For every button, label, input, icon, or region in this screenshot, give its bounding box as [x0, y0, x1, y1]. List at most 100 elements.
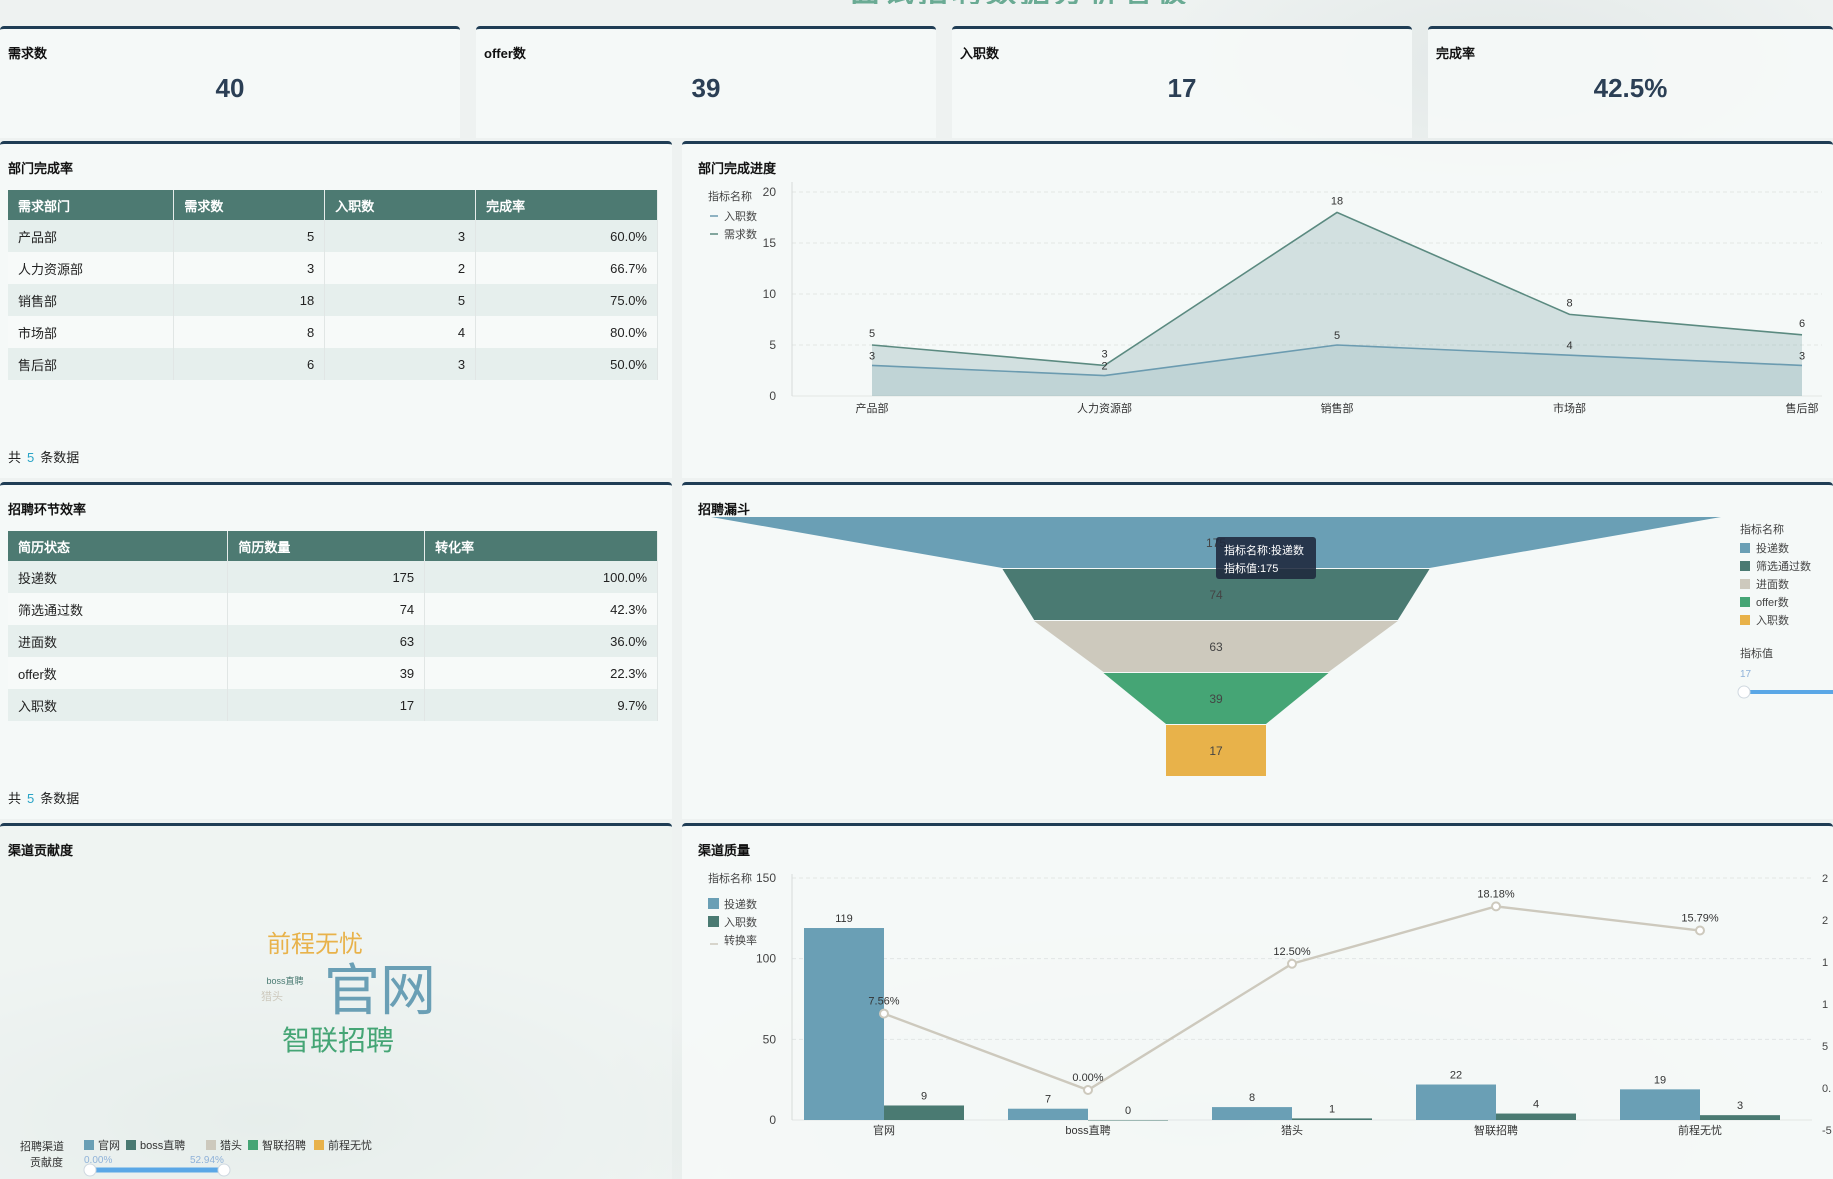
- line-label: 7.56%: [868, 996, 899, 1008]
- column-header[interactable]: 完成率: [475, 190, 658, 220]
- right-axis-tick: -5: [1822, 1125, 1832, 1137]
- bar: [1416, 1084, 1496, 1120]
- table-cell: 进面数: [8, 625, 229, 657]
- line-series: [883, 905, 1701, 1092]
- line-point: [879, 1008, 889, 1019]
- table-cell: 17: [227, 689, 426, 721]
- dashboard-title: 面试招聘数据分析看板: [780, 0, 1260, 4]
- legend-swatch: [248, 1140, 258, 1150]
- bar-label: 19: [1654, 1074, 1666, 1086]
- column-header[interactable]: 简历状态: [8, 531, 229, 561]
- range-min-label: 17: [1740, 669, 1752, 680]
- y-tick-label: 20: [763, 185, 777, 199]
- y-tick-label: 5: [769, 338, 776, 352]
- table-row[interactable]: 投递数 175 100.0%: [8, 561, 658, 593]
- row-count-number: 5: [27, 450, 35, 465]
- table-row[interactable]: 市场部 8 4 80.0%: [8, 316, 658, 348]
- column-header[interactable]: 需求数: [173, 190, 326, 220]
- range-label: 贡献度: [30, 1155, 63, 1169]
- table-cell: 9.7%: [424, 689, 658, 721]
- channel-quality-panel: 渠道质量 0 50 100 150 2 2 1 1 5 0. -5 119 9 官网 7 0 boss直聘 8 1 猎…: [682, 823, 1833, 1179]
- series-line: [871, 344, 1803, 377]
- word-3: 智联招聘: [282, 1025, 394, 1056]
- funnel-label: 63: [1209, 640, 1223, 654]
- table-cell: 175: [227, 561, 426, 593]
- dept-progress-panel: 部门完成进度 0 5 10 15 20 产品部 人力资源部 销售部 市场部 售后部 5 3 18 8 6 3 2…: [682, 141, 1833, 478]
- table-cell: 3: [173, 252, 326, 284]
- kpi-card-completion: 完成率 42.5%: [1428, 26, 1833, 138]
- bar-label: 119: [835, 913, 853, 925]
- table-cell: 3: [324, 220, 477, 252]
- table-row[interactable]: 销售部 18 5 75.0%: [8, 284, 658, 316]
- kpi-label: 需求数: [8, 46, 48, 61]
- bar: [1088, 1120, 1168, 1121]
- legend-item: boss直聘: [140, 1138, 185, 1152]
- table-header-row: 需求部门 需求数 入职数 完成率: [8, 190, 658, 220]
- data-label: 5: [1334, 330, 1340, 342]
- table-cell: 74: [227, 593, 426, 625]
- legend-item: 智联招聘: [262, 1138, 306, 1152]
- data-label: 4: [1566, 340, 1572, 352]
- kpi-value: 17: [1167, 73, 1197, 103]
- data-label: 18: [1331, 195, 1343, 207]
- table-cell: 39: [227, 657, 426, 689]
- table-row[interactable]: 进面数 63 36.0%: [8, 625, 658, 657]
- table-row[interactable]: 产品部 5 3 60.0%: [8, 220, 658, 252]
- column-header[interactable]: 需求部门: [8, 190, 175, 220]
- column-header[interactable]: 入职数: [324, 190, 477, 220]
- y-tick-label: 150: [756, 871, 776, 885]
- legend-swatch: [314, 1140, 324, 1150]
- x-tick-label: 智联招聘: [1474, 1123, 1518, 1137]
- table-row[interactable]: 人力资源部 3 2 66.7%: [8, 252, 658, 284]
- line-label: 15.79%: [1681, 913, 1719, 925]
- legend-item: 官网: [98, 1138, 120, 1152]
- legend-item: 猎头: [220, 1138, 242, 1152]
- x-tick-label: 市场部: [1553, 401, 1586, 415]
- right-axis-tick: 5: [1822, 1041, 1828, 1053]
- x-tick-label: 产品部: [856, 401, 889, 415]
- table-row[interactable]: 筛选通过数 74 42.3%: [8, 593, 658, 625]
- funnel-panel: 招聘漏斗 17574633917指标名称:投递数指标值:175指标名称投递数筛选…: [682, 482, 1833, 819]
- table-row[interactable]: 售后部 6 3 50.0%: [8, 348, 658, 380]
- kpi-label: offer数: [484, 46, 526, 61]
- stage-efficiency-panel: 招聘环节效率 简历状态 简历数量 转化率 投递数 175 100.0% 筛选通过…: [0, 482, 672, 819]
- data-label: 2: [1101, 361, 1107, 373]
- legend-item: 入职数: [724, 210, 757, 223]
- x-tick-label: 售后部: [1786, 401, 1819, 415]
- kpi-value: 40: [215, 73, 245, 103]
- bar: [1620, 1089, 1700, 1120]
- bar-label: 1: [1329, 1103, 1335, 1115]
- row-count-suffix: 条数据: [40, 791, 80, 806]
- panel-title: 部门完成率: [8, 161, 74, 176]
- table-row[interactable]: 入职数 17 9.7%: [8, 689, 658, 721]
- data-label: 3: [1799, 350, 1805, 362]
- table-cell: 人力资源部: [8, 252, 175, 284]
- y-tick-label: 50: [763, 1032, 777, 1046]
- legend-item: 需求数: [724, 228, 757, 241]
- column-header[interactable]: 转化率: [424, 531, 658, 561]
- legend-item: 进面数: [1756, 578, 1789, 591]
- right-axis-tick: 0.: [1822, 1083, 1831, 1095]
- table-cell: 50.0%: [475, 348, 658, 380]
- row-count-suffix: 条数据: [40, 450, 80, 465]
- data-label: 3: [869, 350, 875, 362]
- x-tick-label: 官网: [873, 1123, 895, 1137]
- panel-title: 渠道质量: [698, 843, 751, 858]
- legend-swatch: [84, 1140, 94, 1150]
- panel-title: 招聘环节效率: [8, 502, 87, 517]
- funnel-segment: [1034, 621, 1398, 672]
- table-cell: 5: [173, 220, 326, 252]
- bar-label: 8: [1249, 1092, 1255, 1104]
- column-header[interactable]: 简历数量: [227, 531, 426, 561]
- legend-swatch: [126, 1140, 136, 1150]
- table-cell: 75.0%: [475, 284, 658, 316]
- line-point: [1083, 1085, 1093, 1095]
- range-min-label: 0.00%: [84, 1155, 112, 1166]
- series-line: [871, 211, 1803, 367]
- line-label: 18.18%: [1477, 888, 1515, 900]
- table-row[interactable]: offer数 39 22.3%: [8, 657, 658, 689]
- panel-title: 招聘漏斗: [698, 502, 751, 517]
- line-point: [1491, 901, 1501, 912]
- right-axis-tick: 1: [1822, 999, 1828, 1011]
